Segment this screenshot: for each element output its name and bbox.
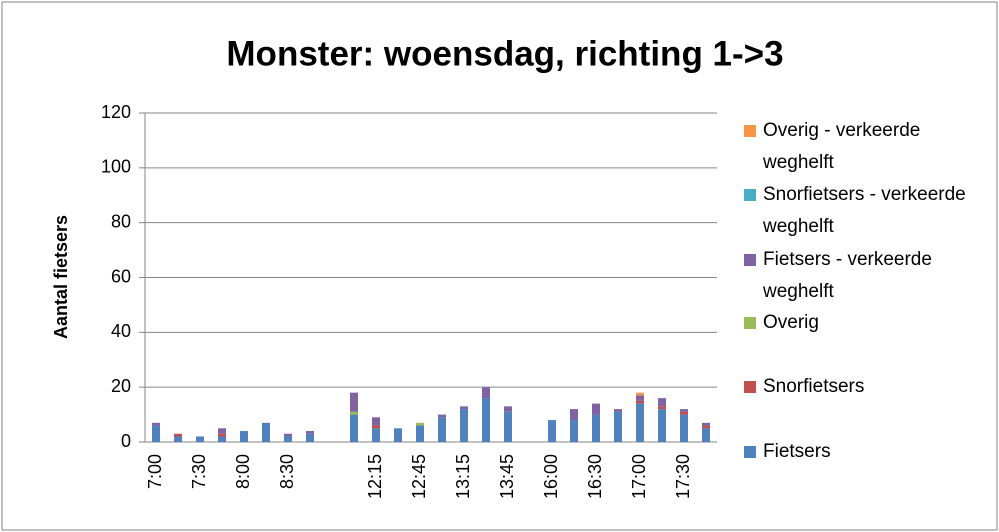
y-tick-label: 0 bbox=[121, 431, 131, 451]
bar-segment bbox=[460, 409, 468, 442]
legend-label: Fietsers bbox=[763, 441, 831, 462]
y-tick-label: 20 bbox=[111, 376, 131, 396]
bar-segment bbox=[284, 436, 292, 442]
bar-segment bbox=[174, 433, 182, 437]
bar-segment bbox=[504, 406, 512, 412]
legend-swatch bbox=[744, 125, 756, 137]
bar-segment bbox=[218, 436, 226, 442]
bar-segment bbox=[152, 422, 160, 426]
y-tick-label: 80 bbox=[111, 211, 131, 231]
legend-swatch bbox=[744, 189, 756, 201]
legend-swatch bbox=[744, 446, 756, 458]
bar-segment bbox=[614, 409, 622, 412]
chart-title: Monster: woensdag, richting 1->3 bbox=[226, 34, 783, 73]
y-tick-label: 120 bbox=[101, 102, 131, 122]
x-tick-label: 8:30 bbox=[277, 454, 297, 489]
x-tick-label: 13:45 bbox=[497, 454, 517, 499]
bar-segment bbox=[592, 414, 600, 442]
bar-segment bbox=[372, 417, 380, 426]
bar-segment bbox=[680, 414, 688, 442]
bar-segment bbox=[614, 411, 622, 442]
bar-segment bbox=[196, 436, 204, 442]
bar-segment bbox=[658, 406, 666, 410]
bar-segment bbox=[658, 398, 666, 407]
legend-label: Snorfietsers - verkeerde weghelft bbox=[763, 184, 966, 237]
legend-swatch bbox=[744, 254, 756, 266]
bar-segment bbox=[240, 431, 248, 442]
bar-segment bbox=[636, 403, 644, 442]
bar-segment bbox=[416, 425, 424, 442]
bar-segment bbox=[306, 433, 314, 442]
bar-segment bbox=[702, 425, 710, 429]
bar-segment bbox=[152, 425, 160, 442]
legend-label: Overig - verkeerde weghelft bbox=[763, 120, 921, 173]
x-tick-label: 16:00 bbox=[541, 454, 561, 499]
bar-segment bbox=[570, 409, 578, 421]
x-tick-label: 8:00 bbox=[233, 454, 253, 489]
bar-segment bbox=[504, 411, 512, 442]
bar-segment bbox=[174, 436, 182, 442]
bar-segment bbox=[702, 428, 710, 442]
bar-segment bbox=[350, 411, 358, 415]
bar-segment bbox=[482, 398, 490, 442]
bar-segment bbox=[284, 433, 292, 437]
bar-segment bbox=[372, 428, 380, 442]
bar-segment bbox=[372, 425, 380, 429]
bar-segment bbox=[658, 409, 666, 442]
legend-label: Snorfietsers bbox=[763, 376, 865, 397]
bar-segment bbox=[636, 392, 644, 396]
bar-segment bbox=[460, 406, 468, 410]
x-tick-label: 12:45 bbox=[409, 454, 429, 499]
bar-segment bbox=[416, 422, 424, 426]
bar-segment bbox=[680, 411, 688, 415]
bar-segment bbox=[350, 414, 358, 442]
legend-swatch bbox=[744, 317, 756, 329]
bar-segment bbox=[350, 392, 358, 412]
bar-segment bbox=[306, 431, 314, 434]
bar-segment bbox=[262, 422, 270, 442]
y-tick-label: 60 bbox=[111, 266, 131, 286]
x-tick-label: 7:00 bbox=[145, 454, 165, 489]
legend-swatch bbox=[744, 381, 756, 393]
bar-segment bbox=[218, 433, 226, 437]
legend-label: Overig bbox=[763, 312, 819, 333]
bar-segment bbox=[636, 400, 644, 404]
y-tick-label: 40 bbox=[111, 321, 131, 341]
bar-segment bbox=[592, 403, 600, 415]
x-tick-label: 16:30 bbox=[585, 454, 605, 499]
y-tick-label: 100 bbox=[101, 157, 131, 177]
x-tick-label: 17:00 bbox=[629, 454, 649, 499]
bar-segment bbox=[702, 422, 710, 426]
bar-segment bbox=[394, 428, 402, 442]
bar-segment bbox=[438, 414, 446, 418]
bar-segment bbox=[636, 395, 644, 401]
bar-segment bbox=[680, 409, 688, 412]
bar-segment bbox=[548, 420, 556, 442]
x-tick-label: 17:30 bbox=[673, 454, 693, 499]
y-axis-title: Aantal fietsers bbox=[51, 215, 71, 339]
bar-segment bbox=[570, 420, 578, 442]
bar-segment bbox=[218, 428, 226, 434]
bar-segment bbox=[482, 387, 490, 399]
legend-label: Fietsers - verkeerde weghelft bbox=[763, 249, 932, 302]
bar-segment bbox=[438, 417, 446, 442]
x-tick-label: 7:30 bbox=[189, 454, 209, 489]
x-tick-label: 13:15 bbox=[453, 454, 473, 499]
x-tick-label: 12:15 bbox=[365, 454, 385, 499]
